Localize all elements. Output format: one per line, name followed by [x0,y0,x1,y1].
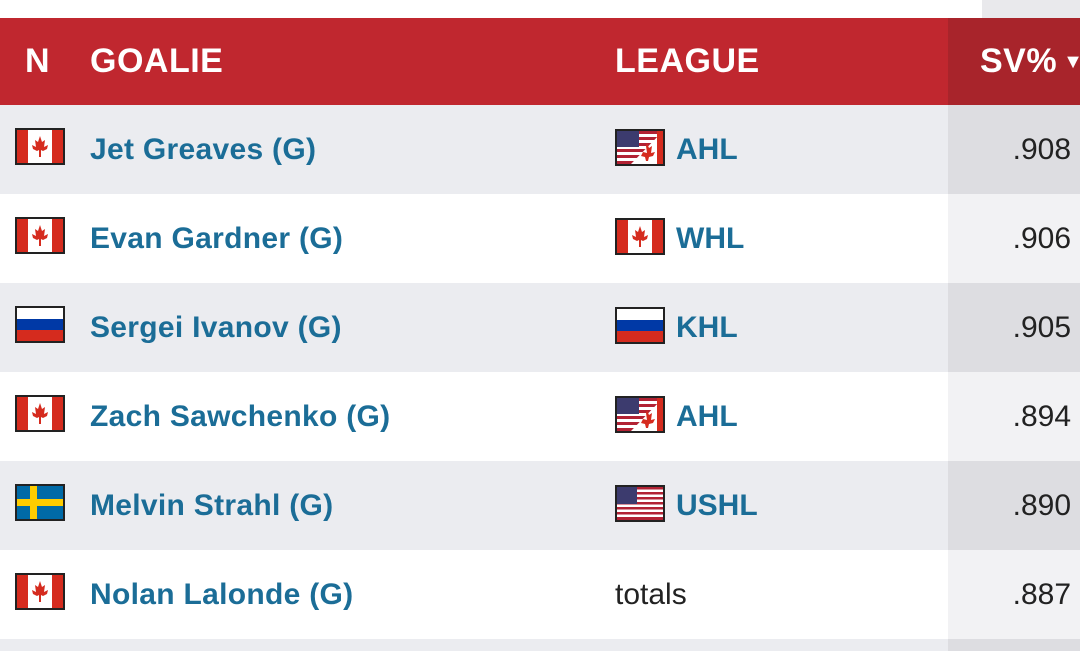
column-header-sv[interactable]: SV% ▼ [980,18,1080,105]
league-link[interactable]: KHL [676,311,738,344]
goalie-name-link[interactable]: Evan Gardner (G) [90,222,344,255]
canada-flag-icon [15,217,65,254]
table-row: Evan Gardner (G) WHL .906 [0,194,1080,283]
top-strip [0,0,1080,18]
goalie-name-link[interactable]: Nolan Lalonde (G) [90,578,354,611]
canada-flag-icon [15,395,65,432]
league-totals: totals [615,578,687,611]
league-link[interactable]: USHL [676,489,758,522]
save-percentage: .906 [1012,222,1071,255]
save-percentage: .887 [1012,578,1071,611]
column-header-sv-label: SV% [980,42,1058,80]
goalie-name-link[interactable]: Melvin Strahl (G) [90,489,334,522]
goalie-table-body: Jet Greaves (G) AHL .908 Evan Gardner (G… [0,105,1080,639]
sort-desc-icon: ▼ [1063,51,1080,73]
russia-flag-icon [615,307,665,344]
usa-canada-flag-icon [615,129,665,166]
league-link[interactable]: AHL [676,133,738,166]
goalie-name-link[interactable]: Jet Greaves (G) [90,133,317,166]
table-row: Sergei Ivanov (G) KHL .905 [0,283,1080,372]
table-row: Jet Greaves (G) AHL .908 [0,105,1080,194]
canada-flag-icon [615,218,665,255]
save-percentage: .905 [1012,311,1071,344]
league-link[interactable]: AHL [676,400,738,433]
column-header-league[interactable]: LEAGUE [615,42,760,80]
bottom-strip [0,639,1080,651]
table-row: Zach Sawchenko (G) AHL .894 [0,372,1080,461]
russia-flag-icon [15,306,65,343]
table-row: Nolan Lalonde (G) totals .887 [0,550,1080,639]
usa-canada-flag-icon [615,396,665,433]
column-header-goalie[interactable]: GOALIE [90,42,224,80]
goalie-name-link[interactable]: Sergei Ivanov (G) [90,311,342,344]
goalie-name-link[interactable]: Zach Sawchenko (G) [90,400,391,433]
column-header-n[interactable]: N [25,42,51,80]
save-percentage: .894 [1012,400,1071,433]
sweden-flag-icon [15,484,65,521]
league-link[interactable]: WHL [676,222,745,255]
canada-flag-icon [15,128,65,165]
usa-flag-icon [615,485,665,522]
table-header: N GOALIE LEAGUE SV% ▼ [0,18,1080,105]
canada-flag-icon [15,573,65,610]
table-row: Melvin Strahl (G) USHL .890 [0,461,1080,550]
save-percentage: .890 [1012,489,1071,522]
save-percentage: .908 [1012,133,1071,166]
